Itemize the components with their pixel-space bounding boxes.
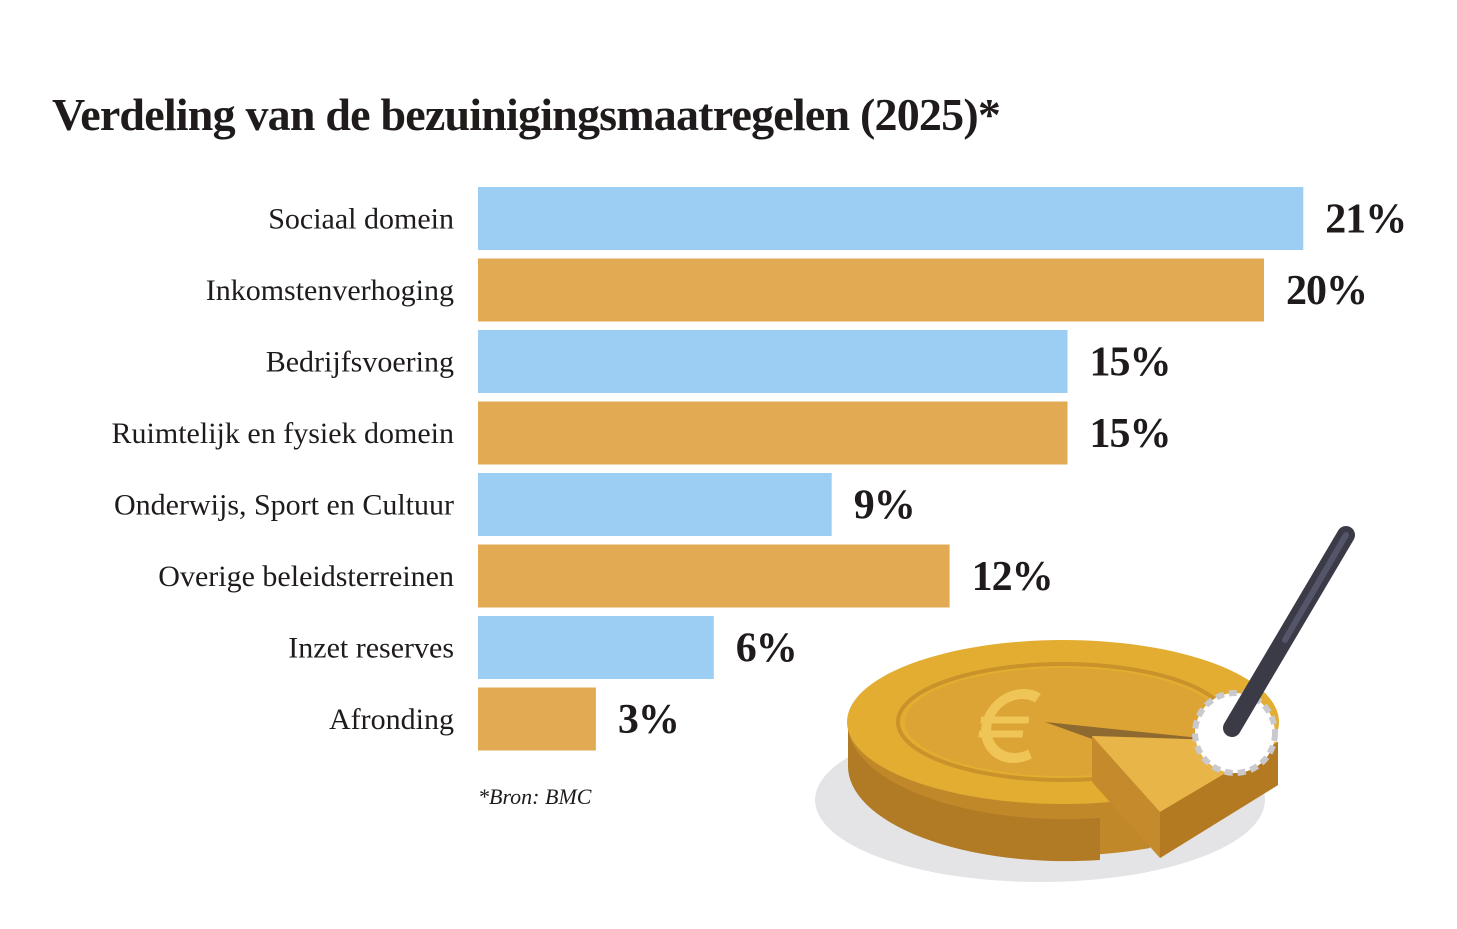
value-label: 12%	[972, 554, 1053, 600]
chart-title: Verdeling van de bezuinigingsmaatregelen…	[52, 89, 1001, 140]
value-label: 15%	[1090, 340, 1171, 386]
category-label: Inkomstenverhoging	[206, 274, 454, 307]
category-label: Onderwijs, Sport en Cultuur	[114, 489, 454, 522]
bar-1	[478, 258, 1264, 322]
value-label: 20%	[1286, 268, 1367, 314]
category-label: Overige beleidsterreinen	[158, 560, 454, 593]
value-label: 15%	[1090, 411, 1171, 457]
value-label: 21%	[1325, 197, 1406, 243]
category-label: Inzet reserves	[288, 632, 454, 665]
category-label: Sociaal domein	[268, 203, 454, 236]
bar-5	[478, 544, 950, 608]
bar-6	[478, 616, 714, 679]
value-label: 9%	[854, 483, 915, 529]
bar-3	[478, 401, 1068, 465]
value-label: 6%	[736, 626, 797, 672]
bars-group: Sociaal domein 21% Inkomstenverhoging 20% Be…	[112, 187, 1407, 751]
category-label: Ruimtelijk en fysiek domein	[112, 417, 454, 450]
bar-0	[478, 187, 1304, 250]
source-note: *Bron: BMC	[478, 784, 592, 809]
bar-7	[478, 687, 596, 751]
bar-4	[478, 473, 832, 536]
category-label: Bedrijfsvoering	[266, 346, 454, 379]
value-label: 3%	[618, 697, 679, 743]
category-label: Afronding	[329, 703, 454, 736]
coin-pie-illustration	[815, 526, 1355, 882]
bar-2	[478, 330, 1068, 393]
